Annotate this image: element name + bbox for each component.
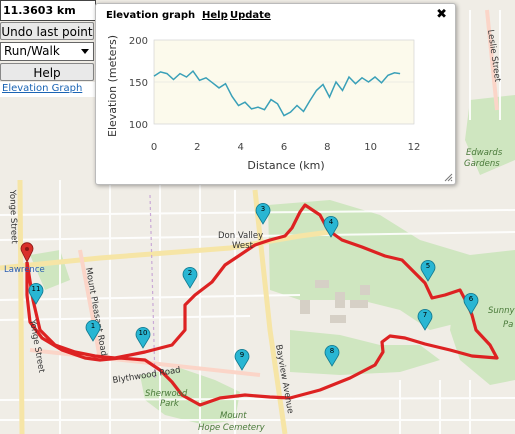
undo-last-point-button[interactable]: Undo last point [0, 22, 94, 40]
label-mount: Mount [220, 411, 247, 421]
map-pin-icon [323, 215, 339, 238]
label-edwards: Edwards [466, 148, 503, 158]
mode-select[interactable]: Run/Walk [0, 42, 94, 61]
map-pin-icon [28, 282, 44, 305]
map-pin-icon [417, 308, 433, 331]
route-marker-9[interactable]: 9 [234, 348, 250, 371]
distance-display: 11.3603 km [0, 0, 96, 21]
elevation-graph-link[interactable]: Elevation Graph [2, 83, 83, 94]
buildings [300, 280, 370, 323]
map-pin-icon [324, 344, 340, 367]
route-marker-2[interactable]: 2 [182, 266, 198, 289]
route-marker-4[interactable]: 4 [323, 215, 339, 238]
map-pin-icon [255, 202, 271, 225]
route-marker-label: 7 [423, 311, 427, 319]
x-tick-label: 2 [194, 142, 200, 153]
y-tick-label: 150 [129, 78, 148, 89]
route-markers: 1 2 3 4 5 6 7 8 9 10 11 [28, 202, 479, 371]
y-axis-label: Elevation (meters) [106, 35, 119, 137]
close-icon[interactable]: ✖ [436, 7, 447, 22]
route-marker-10[interactable]: 10 [135, 326, 151, 349]
x-tick-label: 12 [408, 142, 421, 153]
route-marker-8[interactable]: 8 [324, 344, 340, 367]
x-tick-labels: 0 2 4 6 8 10 12 [151, 142, 421, 153]
route-marker-7[interactable]: 7 [417, 308, 433, 331]
x-tick-label: 0 [151, 142, 157, 153]
map-pin-icon [234, 348, 250, 371]
chevron-down-icon [81, 49, 89, 54]
elevation-chart: 100 150 200 0 2 4 6 8 10 12 Distance (km) Elevat… [106, 35, 421, 172]
route-marker-label: 3 [261, 205, 265, 213]
route-marker-3[interactable]: 3 [255, 202, 271, 225]
route-marker-5[interactable]: 5 [420, 259, 436, 282]
x-axis-label: Distance (km) [247, 159, 324, 172]
x-tick-label: 4 [237, 142, 243, 153]
x-tick-label: 10 [364, 142, 377, 153]
route-marker-label: 6 [469, 295, 474, 303]
label-sunny: Sunny [488, 306, 515, 316]
route-marker-1[interactable]: 1 [85, 319, 101, 342]
map-pin-icon [463, 292, 479, 315]
x-tick-label: 6 [281, 142, 287, 153]
elevation-popup: Elevation graph Help Update ✖ 100 150 200 … [95, 3, 456, 185]
link-bar [0, 82, 95, 97]
help-button[interactable]: Help [0, 63, 94, 81]
route-marker-label: 8 [330, 347, 334, 355]
map-pin-icon [420, 259, 436, 282]
popup-help-link[interactable]: Help [202, 10, 228, 21]
route-marker-label: 1 [91, 322, 95, 330]
y-tick-label: 200 [129, 36, 148, 47]
elevation-series-line [153, 69, 401, 117]
route-marker-6[interactable]: 6 [463, 292, 479, 315]
start-pin-icon[interactable] [20, 242, 34, 263]
map-pin-icon [85, 319, 101, 342]
route-marker-label: 9 [240, 351, 244, 359]
chart-grid [154, 39, 414, 125]
y-tick-label: 100 [129, 120, 148, 131]
label-don-valley-west: West [232, 241, 254, 251]
route-marker-label: 4 [329, 218, 334, 226]
label-edwards-gardens: Gardens [464, 159, 500, 169]
route-marker-label: 10 [139, 329, 148, 337]
major-roads [0, 9, 499, 434]
map-pin-icon [182, 266, 198, 289]
route-marker-label: 11 [32, 285, 41, 293]
map-pin-icon [135, 326, 151, 349]
mode-select-value: Run/Walk [4, 44, 60, 58]
label-don-valley: Don Valley [218, 231, 263, 241]
route-marker-11[interactable]: 11 [28, 282, 44, 305]
popup-header: Elevation graph Help Update ✖ [96, 4, 455, 26]
label-yonge-top: Yonge Street [7, 189, 19, 245]
route-marker-label: 2 [188, 269, 192, 277]
street-grid [0, 10, 515, 434]
label-sunny-park: Pa [503, 320, 513, 330]
label-sherwood: Sherwood [145, 389, 188, 399]
popup-update-link[interactable]: Update [230, 10, 271, 21]
route-path [25, 203, 499, 407]
popup-title: Elevation graph [106, 10, 196, 21]
y-tick-labels: 100 150 200 [129, 36, 148, 131]
label-lawrence: Lawrence [4, 265, 45, 275]
route-marker-label: 5 [426, 262, 430, 270]
label-mount-hope: Hope Cemetery [198, 423, 266, 433]
label-sherwood-park: Park [160, 399, 180, 409]
resize-handle-icon[interactable] [444, 173, 453, 182]
x-tick-label: 8 [324, 142, 330, 153]
